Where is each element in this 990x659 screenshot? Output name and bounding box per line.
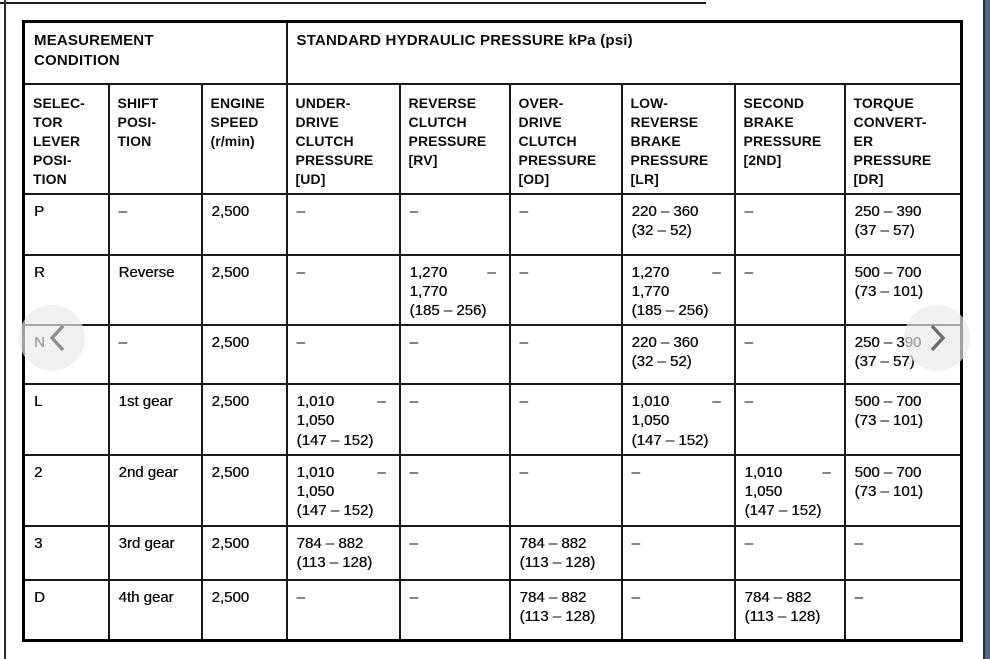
- table-row-D: D 4th gear 2,500– –784 – 882 (113 – 128) –784…: [22, 578, 963, 642]
- cell-overdrive-clutch-pressure: –: [508, 383, 623, 456]
- cell-second-brake-pressure: –: [733, 383, 846, 456]
- cell-torque-converter-pressure: 250 – 390 (37 – 57): [843, 192, 963, 256]
- cell-low-reverse-brake-pressure: –: [620, 578, 736, 642]
- cell-shift-position: 1st gear: [107, 383, 203, 456]
- cell-overdrive-clutch-pressure: –: [508, 324, 623, 386]
- cell-second-brake-pressure: –: [733, 253, 846, 327]
- column-header-shift-position: SHIFT POSI- TION: [107, 82, 203, 195]
- cell-reverse-clutch-pressure: –: [398, 578, 511, 642]
- cell-selector-lever-position: P: [22, 192, 110, 256]
- cell-overdrive-clutch-pressure: –: [508, 253, 623, 327]
- chevron-right-icon: [930, 324, 946, 352]
- cell-shift-position: –: [107, 324, 203, 386]
- cell-shift-position: –: [107, 192, 203, 256]
- cell-underdrive-clutch-pressure: 1,010–1,050 (147 – 152): [285, 383, 401, 456]
- cell-engine-speed: 2,500: [200, 383, 288, 456]
- cell-second-brake-pressure: 1,010–1,050 (147 – 152): [733, 453, 846, 527]
- group-header-measurement-condition: MEASUREMENT CONDITION: [22, 20, 288, 85]
- cell-second-brake-pressure: 784 – 882 (113 – 128): [733, 578, 846, 642]
- cell-second-brake-pressure: –: [733, 324, 846, 386]
- cell-engine-speed: 2,500: [200, 578, 288, 642]
- cell-underdrive-clutch-pressure: 1,010–1,050 (147 – 152): [285, 453, 401, 527]
- cell-overdrive-clutch-pressure: 784 – 882 (113 – 128): [508, 524, 623, 581]
- cell-overdrive-clutch-pressure: –: [508, 453, 623, 527]
- column-header-selector-lever-position: SELEC- TOR LEVER POSI- TION: [22, 82, 110, 195]
- cell-torque-converter-pressure: –: [843, 524, 963, 581]
- table-row-L: L 1st gear 2,500 1,010–1,050 (147 – 152) – –1,…: [22, 383, 963, 456]
- hydraulic-pressure-table: MEASUREMENT CONDITION STANDARD HYDRAULIC…: [22, 20, 964, 643]
- cell-engine-speed: 2,500: [200, 324, 288, 386]
- cell-selector-lever-position: D: [22, 578, 110, 642]
- cell-overdrive-clutch-pressure: –: [508, 192, 623, 256]
- cell-underdrive-clutch-pressure: 784 – 882 (113 – 128): [285, 524, 401, 581]
- table-row-P: P –2,500– – –220 – 360 (32 – 52) –250 – 390 (3…: [22, 192, 963, 256]
- cell-underdrive-clutch-pressure: –: [285, 578, 401, 642]
- cell-shift-position: Reverse: [107, 253, 203, 327]
- column-header-torque-converter-pressure: TORQUE CONVERT- ER PRESSURE [DR]: [843, 82, 963, 195]
- column-header-low-reverse-brake-pressure: LOW- REVERSE BRAKE PRESSURE [LR]: [620, 82, 736, 195]
- cell-low-reverse-brake-pressure: 1,010–1,050 (147 – 152): [620, 383, 736, 456]
- cell-low-reverse-brake-pressure: –: [620, 453, 736, 527]
- cell-selector-lever-position: 3: [22, 524, 110, 581]
- column-header-row: SELEC- TOR LEVER POSI- TION SHIFT POSI- T…: [22, 82, 963, 195]
- table-row-N: N–2,500–––220 – 360(32 – 52)–250 – 390(3…: [22, 324, 963, 386]
- cell-shift-position: 4th gear: [107, 578, 203, 642]
- table-row-3: 3 3rd gear 2,500 784 – 882 (113 – 128) –784 –…: [22, 524, 963, 581]
- group-header-row: MEASUREMENT CONDITION STANDARD HYDRAULIC…: [22, 20, 963, 85]
- cell-reverse-clutch-pressure: –: [398, 524, 511, 581]
- column-header-reverse-clutch-pressure: REVERSE CLUTCH PRESSURE [RV]: [398, 82, 511, 195]
- cell-shift-position: 3rd gear: [107, 524, 203, 581]
- cell-reverse-clutch-pressure: –: [398, 324, 511, 386]
- column-header-underdrive-clutch-pressure: UNDER- DRIVE CLUTCH PRESSURE [UD]: [285, 82, 401, 195]
- scan-artifact-left-line: [4, 0, 6, 659]
- group-header-standard-hydraulic-pressure: STANDARD HYDRAULIC PRESSURE kPa (psi): [285, 20, 963, 85]
- cell-torque-converter-pressure: 500 – 700 (73 – 101): [843, 383, 963, 456]
- cell-engine-speed: 2,500: [200, 192, 288, 256]
- prev-page-button[interactable]: [19, 305, 85, 371]
- table-row-R: R Reverse 2,500–1,270–1,770 (185 – 256) –1,2…: [22, 253, 963, 327]
- cell-selector-lever-position: L: [22, 383, 110, 456]
- cell-reverse-clutch-pressure: –: [398, 383, 511, 456]
- column-header-overdrive-clutch-pressure: OVER- DRIVE CLUTCH PRESSURE [OD]: [508, 82, 623, 195]
- cell-engine-speed: 2,500: [200, 524, 288, 581]
- table-row-2: 2 2nd gear 2,500 1,010–1,050 (147 – 152) – – –1…: [22, 453, 963, 527]
- cell-low-reverse-brake-pressure: 220 – 360 (32 – 52): [620, 324, 736, 386]
- cell-reverse-clutch-pressure: –: [398, 192, 511, 256]
- chevron-left-icon: [49, 324, 65, 352]
- cell-engine-speed: 2,500: [200, 453, 288, 527]
- cell-torque-converter-pressure: 500 – 700 (73 – 101): [843, 453, 963, 527]
- cell-underdrive-clutch-pressure: –: [285, 324, 401, 386]
- cell-shift-position: 2nd gear: [107, 453, 203, 527]
- cell-reverse-clutch-pressure: 1,270–1,770 (185 – 256): [398, 253, 511, 327]
- cell-second-brake-pressure: –: [733, 192, 846, 256]
- cell-low-reverse-brake-pressure: 220 – 360 (32 – 52): [620, 192, 736, 256]
- right-accent-strip: [983, 0, 990, 659]
- cell-reverse-clutch-pressure: –: [398, 453, 511, 527]
- cell-low-reverse-brake-pressure: –: [620, 524, 736, 581]
- cell-overdrive-clutch-pressure: 784 – 882 (113 – 128): [508, 578, 623, 642]
- cell-underdrive-clutch-pressure: –: [285, 192, 401, 256]
- next-page-button[interactable]: [904, 305, 970, 371]
- cell-low-reverse-brake-pressure: 1,270–1,770 (185 – 256): [620, 253, 736, 327]
- scan-artifact-top-line: [0, 2, 706, 4]
- column-header-engine-speed: ENGINE SPEED (r/min): [200, 82, 288, 195]
- cell-engine-speed: 2,500: [200, 253, 288, 327]
- cell-torque-converter-pressure: –: [843, 578, 963, 642]
- cell-selector-lever-position: 2: [22, 453, 110, 527]
- cell-underdrive-clutch-pressure: –: [285, 253, 401, 327]
- cell-second-brake-pressure: –: [733, 524, 846, 581]
- column-header-second-brake-pressure: SECOND BRAKE PRESSURE [2ND]: [733, 82, 846, 195]
